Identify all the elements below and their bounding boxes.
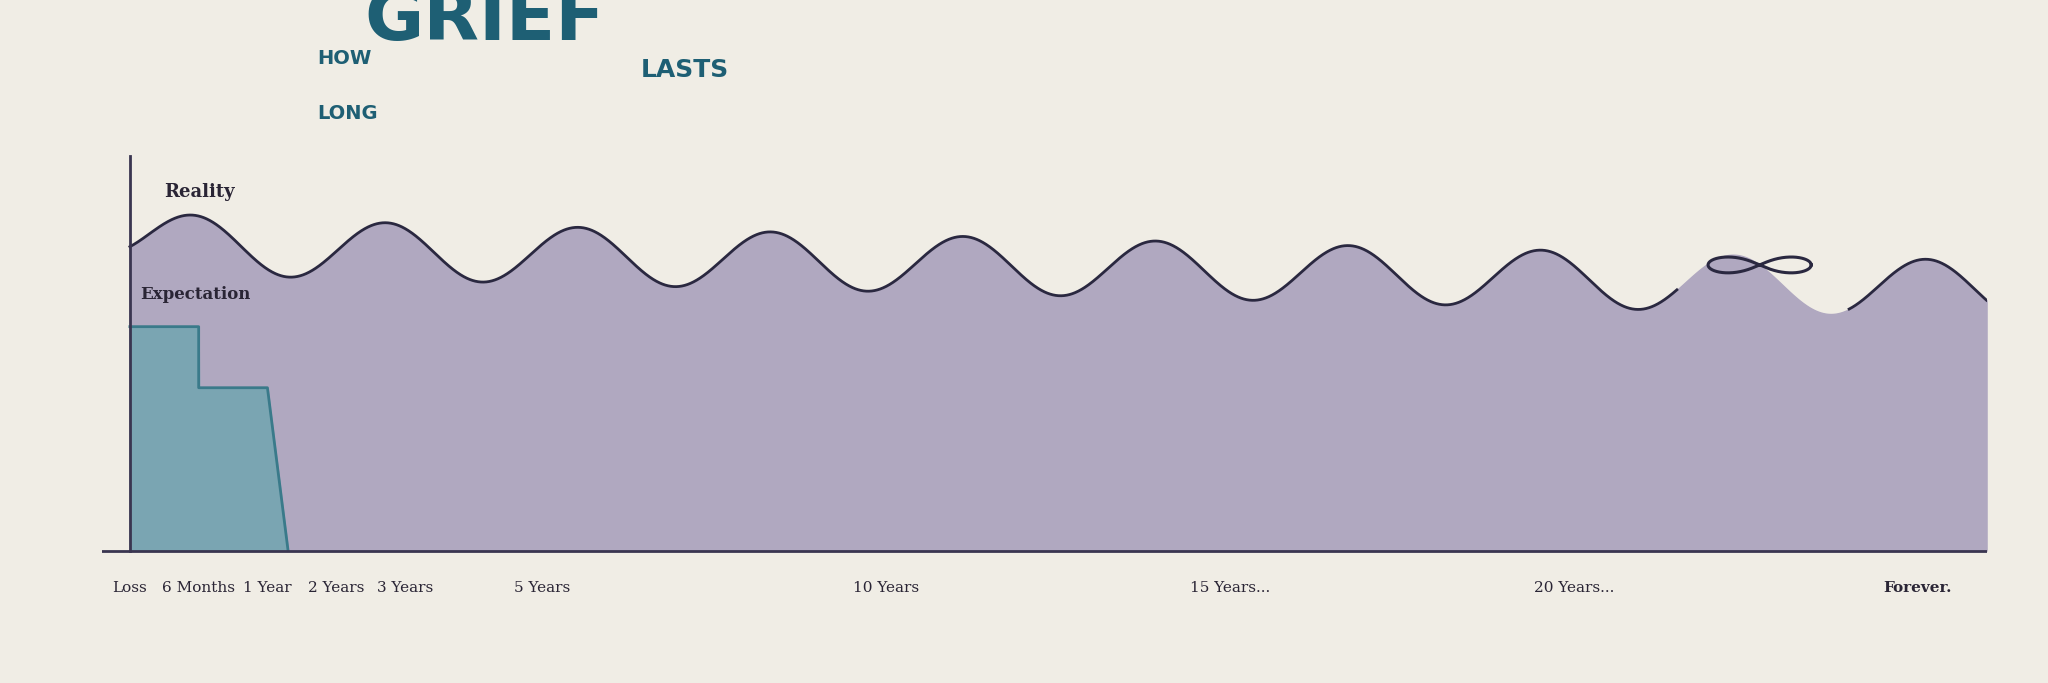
Text: Expectation: Expectation (139, 285, 250, 303)
Text: 2 Years: 2 Years (307, 581, 365, 595)
Text: 1 Year: 1 Year (244, 581, 291, 595)
Text: Loss: Loss (113, 581, 147, 595)
Text: HOW: HOW (317, 49, 373, 68)
Text: 20 Years...: 20 Years... (1534, 581, 1614, 595)
Text: 10 Years: 10 Years (854, 581, 920, 595)
Text: 15 Years...: 15 Years... (1190, 581, 1270, 595)
Text: Forever.: Forever. (1884, 581, 1952, 595)
Text: 3 Years: 3 Years (377, 581, 432, 595)
Text: GRIEF: GRIEF (365, 0, 604, 55)
Text: LASTS: LASTS (641, 58, 729, 82)
Text: 6 Months: 6 Months (162, 581, 236, 595)
Text: Reality: Reality (164, 183, 236, 201)
Text: 5 Years: 5 Years (514, 581, 571, 595)
Text: LONG: LONG (317, 104, 379, 123)
